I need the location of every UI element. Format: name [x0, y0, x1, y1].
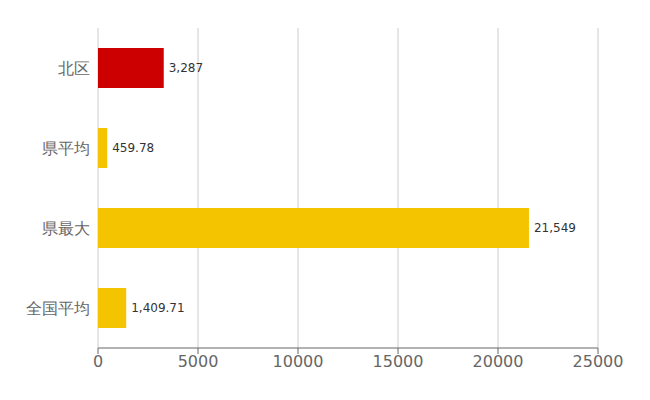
- svg-text:20000: 20000: [473, 352, 524, 371]
- svg-text:1,409.71: 1,409.71: [131, 301, 184, 315]
- svg-text:10000: 10000: [273, 352, 324, 371]
- svg-text:北区: 北区: [58, 59, 90, 78]
- svg-text:0: 0: [93, 352, 103, 371]
- svg-text:21,549: 21,549: [534, 221, 576, 235]
- svg-text:459.78: 459.78: [112, 141, 154, 155]
- svg-text:5000: 5000: [178, 352, 219, 371]
- svg-text:全国平均: 全国平均: [26, 299, 90, 318]
- svg-text:県最大: 県最大: [42, 219, 90, 238]
- svg-text:25000: 25000: [573, 352, 624, 371]
- svg-text:3,287: 3,287: [169, 61, 203, 75]
- svg-text:15000: 15000: [373, 352, 424, 371]
- svg-text:県平均: 県平均: [42, 139, 90, 158]
